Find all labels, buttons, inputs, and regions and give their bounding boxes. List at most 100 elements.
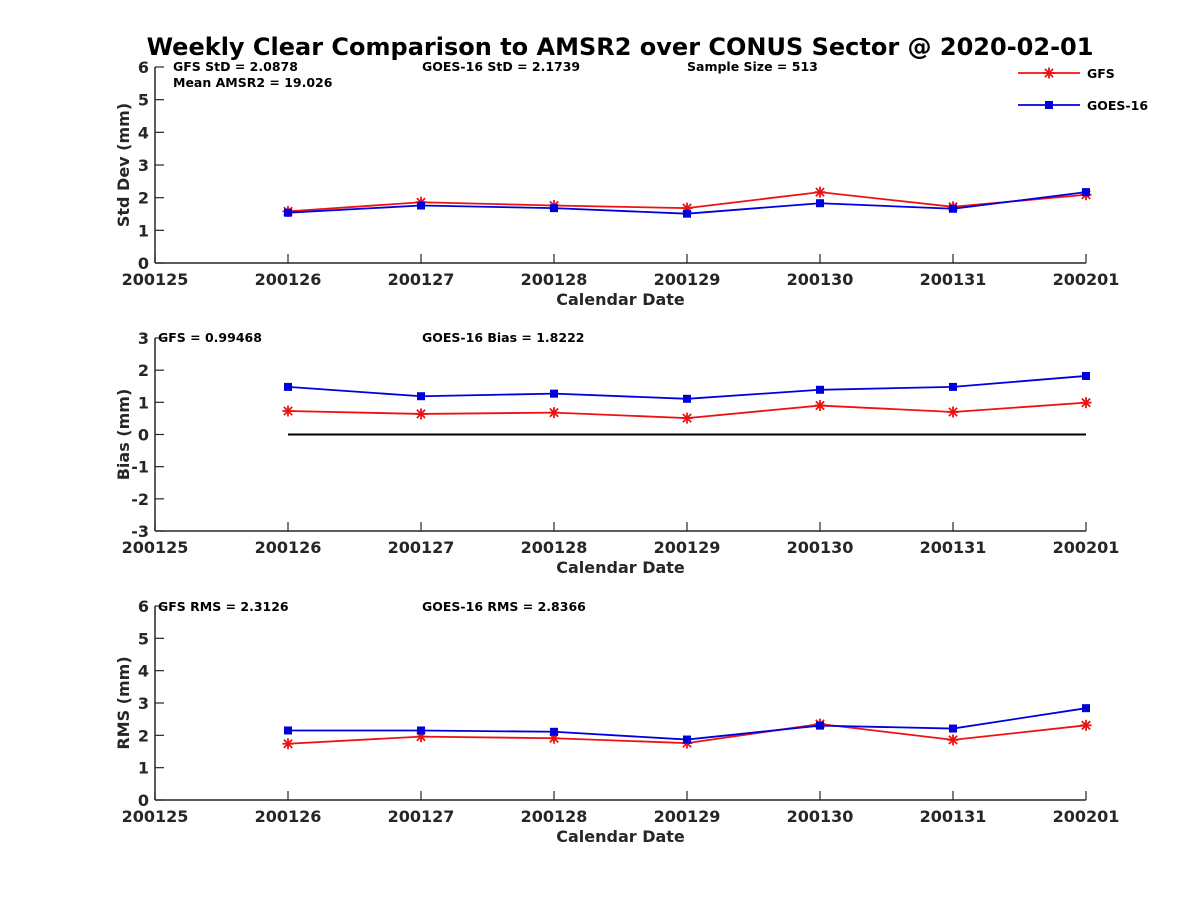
y-tick-label: 2 [138,726,149,745]
goes16-marker-1 [284,382,292,391]
stat-annotation: Sample Size = 513 [687,59,818,74]
y-tick-label: 4 [138,123,149,142]
x-tick-label: 200125 [122,807,189,826]
goes16-marker-2 [417,726,425,735]
goes16-marker-2 [417,201,425,210]
gfs-marker-3 [548,407,560,419]
goes16-marker-5 [816,199,824,208]
x-tick-label: 200128 [521,538,588,557]
goes16-marker-7 [1082,371,1090,380]
y-axis-label: Std Dev (mm) [114,103,133,227]
goes16-marker-4 [683,735,691,744]
y-tick-label: -3 [131,522,149,541]
x-tick-label: 200127 [388,538,455,557]
gfs-marker-6 [947,734,959,746]
goes16-series-line [288,707,1087,741]
goes16-marker-2 [417,392,425,401]
goes16-marker-4 [683,209,691,218]
y-tick-label: 4 [138,662,149,681]
legend-label: GOES-16 [1087,98,1148,113]
y-axis-label: RMS (mm) [114,656,133,749]
x-tick-label: 200131 [920,538,987,557]
stat-annotation: Mean AMSR2 = 19.026 [173,75,333,90]
goes16-marker-3 [550,204,558,213]
x-tick-label: 200129 [654,538,721,557]
goes16-marker-3 [550,727,558,736]
goes16-marker-6 [949,204,957,213]
y-tick-label: 6 [138,58,149,77]
x-tick-label: 200127 [388,807,455,826]
gfs-marker-7 [1080,719,1092,731]
x-tick-label: 200127 [388,270,455,289]
gfs-marker-5 [814,186,826,198]
goes16-marker-5 [816,385,824,394]
goes16-marker-5 [816,721,824,730]
goes16-marker-4 [683,394,691,403]
goes16-marker-1 [284,726,292,735]
y-tick-label: 3 [138,329,149,348]
x-tick-label: 200126 [255,538,322,557]
stat-annotation: GOES-16 RMS = 2.8366 [422,599,586,614]
subplot-1: 0 1 2 3 4 5 6 200125 200126 200127 200128 200129 200… [114,58,1119,309]
x-tick-label: 200130 [787,270,854,289]
y-tick-label: 3 [138,694,149,713]
x-axis-label: Calendar Date [556,827,685,846]
y-tick-label: 2 [138,361,149,380]
gfs-marker-4 [681,412,693,424]
x-tick-label: 200130 [787,538,854,557]
x-tick-label: 200129 [654,270,721,289]
x-tick-label: 200128 [521,807,588,826]
stat-annotation: GOES-16 Bias = 1.8222 [422,330,584,345]
x-tick-label: 200201 [1053,807,1120,826]
y-tick-label: 2 [138,189,149,208]
goes16-marker-6 [949,382,957,391]
x-tick-label: 200131 [920,807,987,826]
gfs-marker-7 [1080,397,1092,409]
legend-entry-gfs: GFS [1018,66,1115,81]
chart-title: Weekly Clear Comparison to AMSR2 over CO… [147,33,1094,61]
y-tick-label: 1 [138,393,149,412]
gfs-marker-1 [282,738,294,750]
legend-label: GFS [1087,66,1115,81]
x-tick-label: 200125 [122,270,189,289]
y-tick-label: -2 [131,490,149,509]
gfs-marker-1 [282,405,294,417]
stat-annotation: GFS = 0.99468 [158,330,262,345]
y-tick-label: 5 [138,629,149,648]
gfs-marker-6 [947,406,959,418]
stat-annotation: GOES-16 StD = 2.1739 [422,59,580,74]
gfs-marker-5 [814,400,826,412]
y-tick-label: 0 [138,426,149,445]
goes16-marker-7 [1082,188,1090,197]
y-tick-label: 5 [138,91,149,110]
x-tick-label: 200128 [521,270,588,289]
x-tick-label: 200201 [1053,270,1120,289]
goes16-marker-1 [284,208,292,217]
goes16-marker-6 [949,724,957,733]
gfs-marker-2 [415,408,427,420]
y-tick-label: 6 [138,597,149,616]
x-axis-label: Calendar Date [556,290,685,309]
y-axis-label: Bias (mm) [114,389,133,481]
y-tick-label: 1 [138,221,149,240]
x-tick-label: 200126 [255,807,322,826]
x-tick-label: 200126 [255,270,322,289]
goes16-marker-7 [1082,704,1090,713]
goes16-marker-3 [550,389,558,398]
legend-entry-goes16: GOES-16 [1018,98,1148,113]
subplot-2: -3 -2 -1 0 1 2 3 200125 200126 200127 200128 200129… [114,329,1119,577]
y-tick-label: 1 [138,759,149,778]
y-tick-label: -1 [131,458,149,477]
y-tick-label: 3 [138,156,149,175]
gfs-marker-legend [1043,67,1055,79]
stat-annotation: GFS StD = 2.0878 [173,59,298,74]
y-tick-label: 0 [138,791,149,810]
y-tick-label: 0 [138,254,149,273]
x-tick-label: 200201 [1053,538,1120,557]
stat-annotation: GFS RMS = 2.3126 [158,599,289,614]
goes16-marker-legend [1045,101,1053,109]
x-tick-label: 200125 [122,538,189,557]
